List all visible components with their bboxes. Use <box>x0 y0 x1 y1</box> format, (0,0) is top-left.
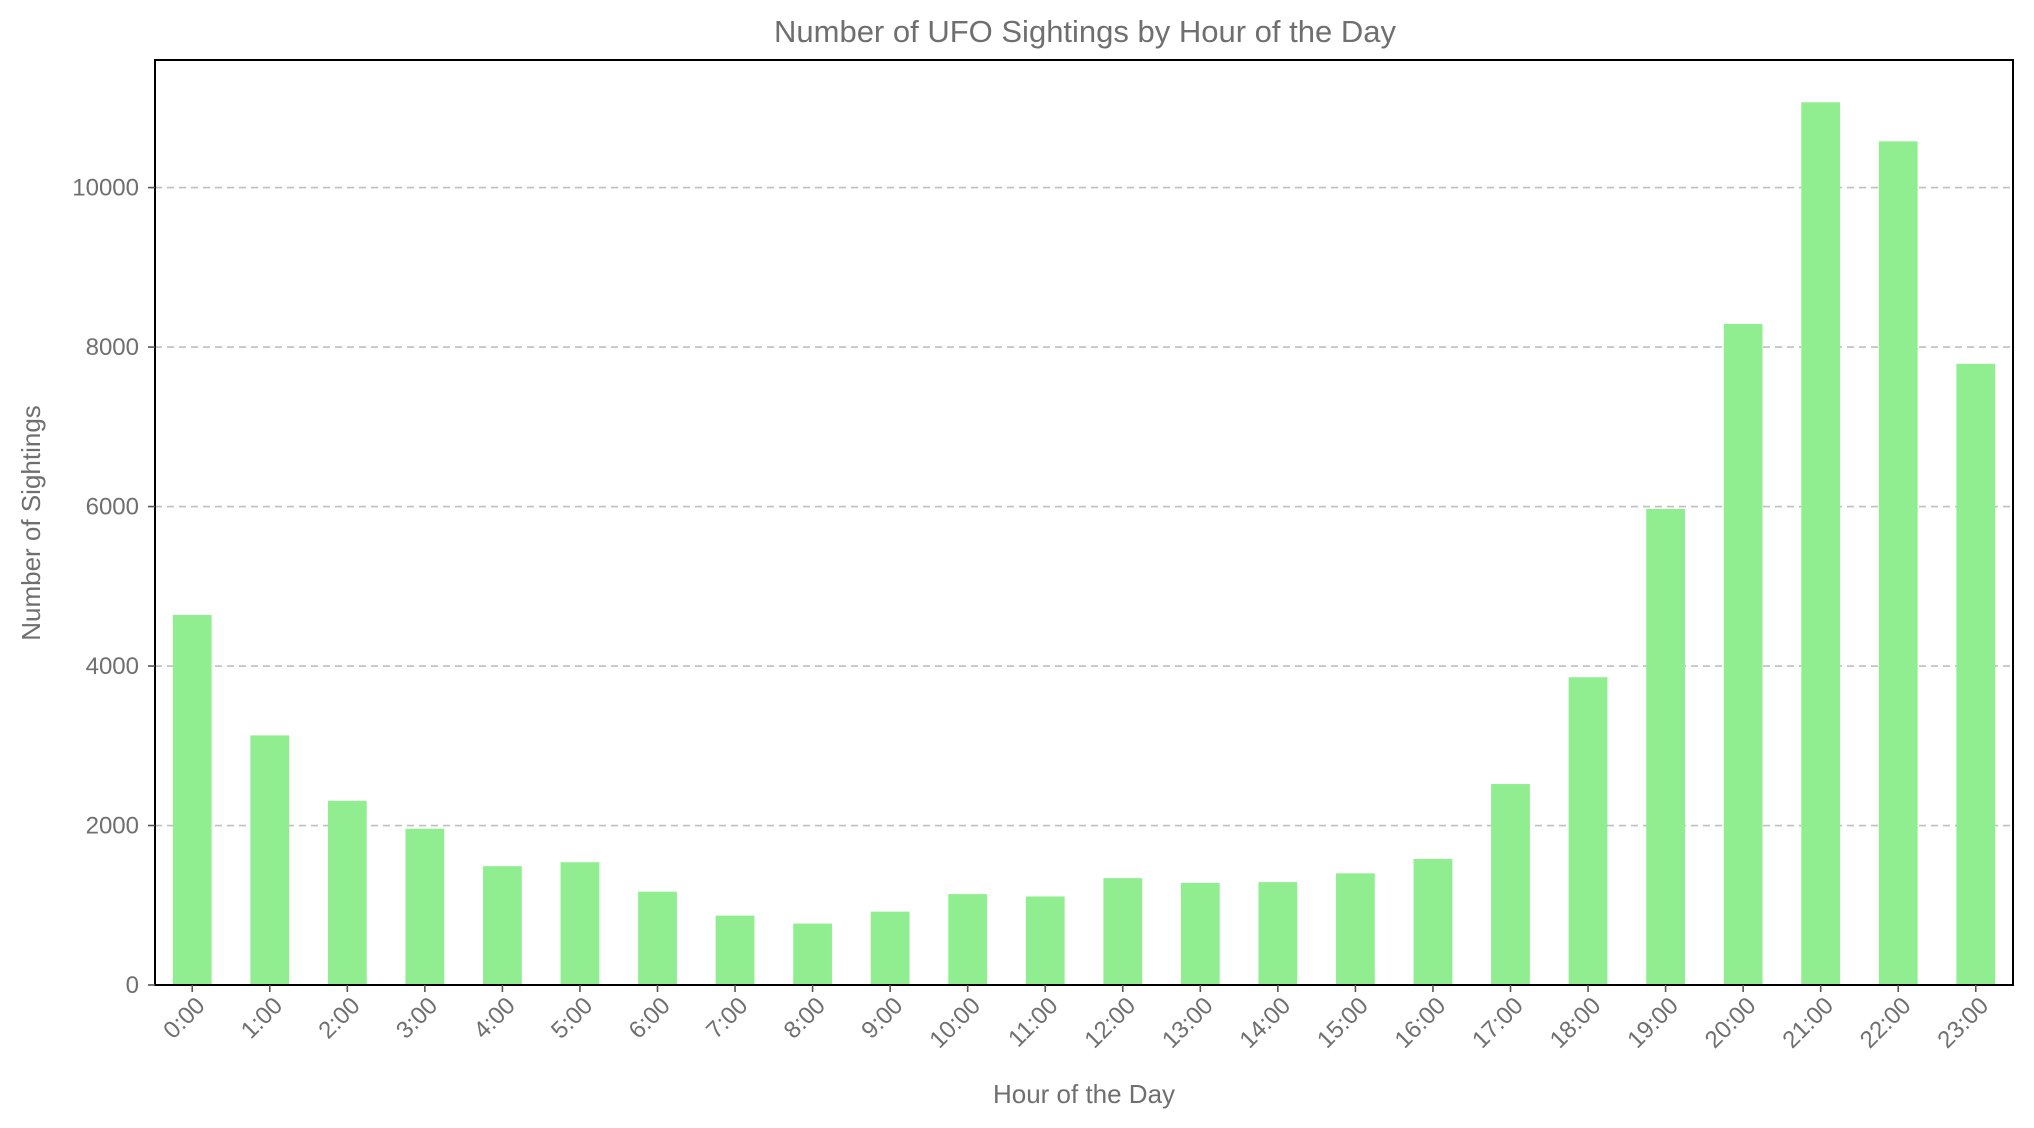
bar-18-00 <box>1568 677 1608 985</box>
bar-21-00 <box>1801 102 1841 985</box>
x-axis-ticks: 0:00 1:00 2:00 3:00 4:00 5:00 6:00 7:00 8:00 9:00… <box>158 985 1994 1054</box>
bar-11-00 <box>1025 896 1065 985</box>
x-tick-label: 1:00 <box>236 992 288 1044</box>
bar-2-00 <box>327 800 367 985</box>
x-tick-label: 2:00 <box>313 992 365 1044</box>
bar-23-00 <box>1956 363 1996 985</box>
chart-title: Number of UFO Sightings by Hour of the D… <box>774 14 1396 49</box>
bar-16-00 <box>1413 859 1453 985</box>
x-tick-label: 18:00 <box>1545 992 1607 1054</box>
bar-1-00 <box>250 735 290 985</box>
x-tick-label: 17:00 <box>1467 992 1529 1054</box>
bar-5-00 <box>560 862 600 985</box>
x-tick-label: 11:00 <box>1003 992 1063 1052</box>
x-tick-label: 14:00 <box>1235 992 1297 1054</box>
x-tick-label: 15:00 <box>1312 992 1374 1054</box>
y-axis-label: Number of Sightings <box>16 405 46 641</box>
x-tick-label: 9:00 <box>856 992 908 1044</box>
x-tick-label: 12:00 <box>1079 992 1141 1054</box>
x-tick-label: 10:00 <box>924 992 986 1054</box>
y-axis-ticks: 0 2000 4000 6000 8000 10000 <box>72 175 155 999</box>
bar-8-00 <box>793 923 832 985</box>
grid-lines <box>155 186 2013 827</box>
bar-13-00 <box>1180 882 1220 985</box>
x-tick-label: 5:00 <box>546 992 598 1044</box>
plot-frame <box>154 59 2014 986</box>
bar-4-00 <box>483 866 522 985</box>
bar-0-00 <box>172 615 212 985</box>
bar-9-00 <box>870 911 910 985</box>
x-tick-label: 22:00 <box>1855 992 1917 1054</box>
bar-3-00 <box>405 828 445 985</box>
bars <box>172 102 1996 986</box>
x-axis-label: Hour of the Day <box>993 1079 1175 1109</box>
bar-19-00 <box>1646 508 1685 985</box>
x-tick-label: 16:00 <box>1390 992 1452 1054</box>
bar-17-00 <box>1491 784 1530 985</box>
x-tick-label: 20:00 <box>1700 992 1762 1054</box>
x-tick-label: 19:00 <box>1622 992 1684 1054</box>
x-tick-label: 23:00 <box>1932 992 1994 1054</box>
bar-7-00 <box>715 915 755 985</box>
y-tick-label: 6000 <box>86 494 139 521</box>
bar-20-00 <box>1723 323 1763 985</box>
x-tick-label: 8:00 <box>779 992 831 1044</box>
bar-10-00 <box>948 894 988 985</box>
bar-22-00 <box>1878 141 1918 986</box>
bar-6-00 <box>638 891 677 985</box>
y-tick-label: 0 <box>126 972 139 999</box>
bar-14-00 <box>1258 882 1298 985</box>
bar-15-00 <box>1336 873 1375 985</box>
x-tick-label: 6:00 <box>624 992 676 1044</box>
x-tick-label: 7:00 <box>701 992 753 1044</box>
y-tick-label: 10000 <box>72 175 139 202</box>
y-tick-label: 2000 <box>86 813 139 840</box>
x-tick-label: 0:00 <box>158 992 210 1044</box>
x-tick-label: 13:00 <box>1157 992 1219 1054</box>
y-tick-label: 8000 <box>86 334 139 361</box>
x-tick-label: 3:00 <box>391 992 443 1044</box>
y-tick-label: 4000 <box>86 653 139 680</box>
x-tick-label: 21:00 <box>1777 992 1839 1054</box>
x-tick-label: 4:00 <box>469 992 521 1044</box>
bar-12-00 <box>1103 878 1143 985</box>
